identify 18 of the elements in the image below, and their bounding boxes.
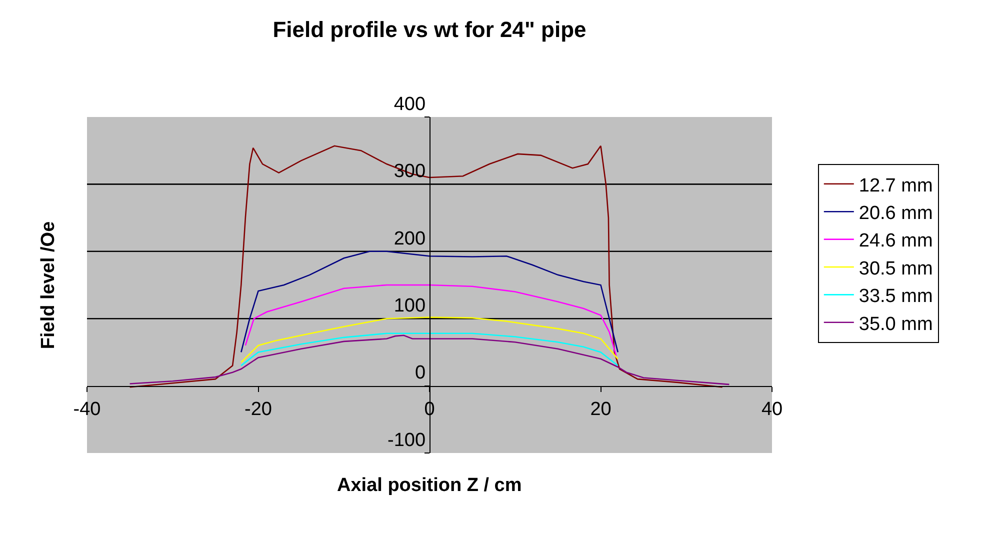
legend-label: 12.7 mm bbox=[858, 175, 933, 196]
chart-title: Field profile vs wt for 24" pipe bbox=[272, 17, 586, 42]
y-tick-label: -100 bbox=[388, 430, 426, 451]
legend-label: 35.0 mm bbox=[858, 314, 933, 335]
legend-label: 30.5 mm bbox=[858, 258, 933, 280]
legend-label: 33.5 mm bbox=[858, 286, 933, 308]
x-tick-label: 20 bbox=[590, 398, 612, 420]
legend-label: 20.6 mm bbox=[858, 203, 933, 224]
x-axis-title: Axial position Z / cm bbox=[337, 475, 522, 496]
x-tick-label: -40 bbox=[73, 398, 101, 420]
y-axis-title: Field level /Oe bbox=[38, 221, 60, 350]
y-tick-label: 0 bbox=[414, 362, 426, 384]
y-tick-label: 400 bbox=[394, 94, 426, 115]
x-tick-label: 40 bbox=[761, 398, 783, 420]
y-tick-label: 200 bbox=[394, 228, 426, 250]
y-tick-label: 100 bbox=[394, 295, 426, 316]
legend-label: 24.6 mm bbox=[858, 230, 933, 252]
x-tick-label: -20 bbox=[244, 398, 272, 420]
